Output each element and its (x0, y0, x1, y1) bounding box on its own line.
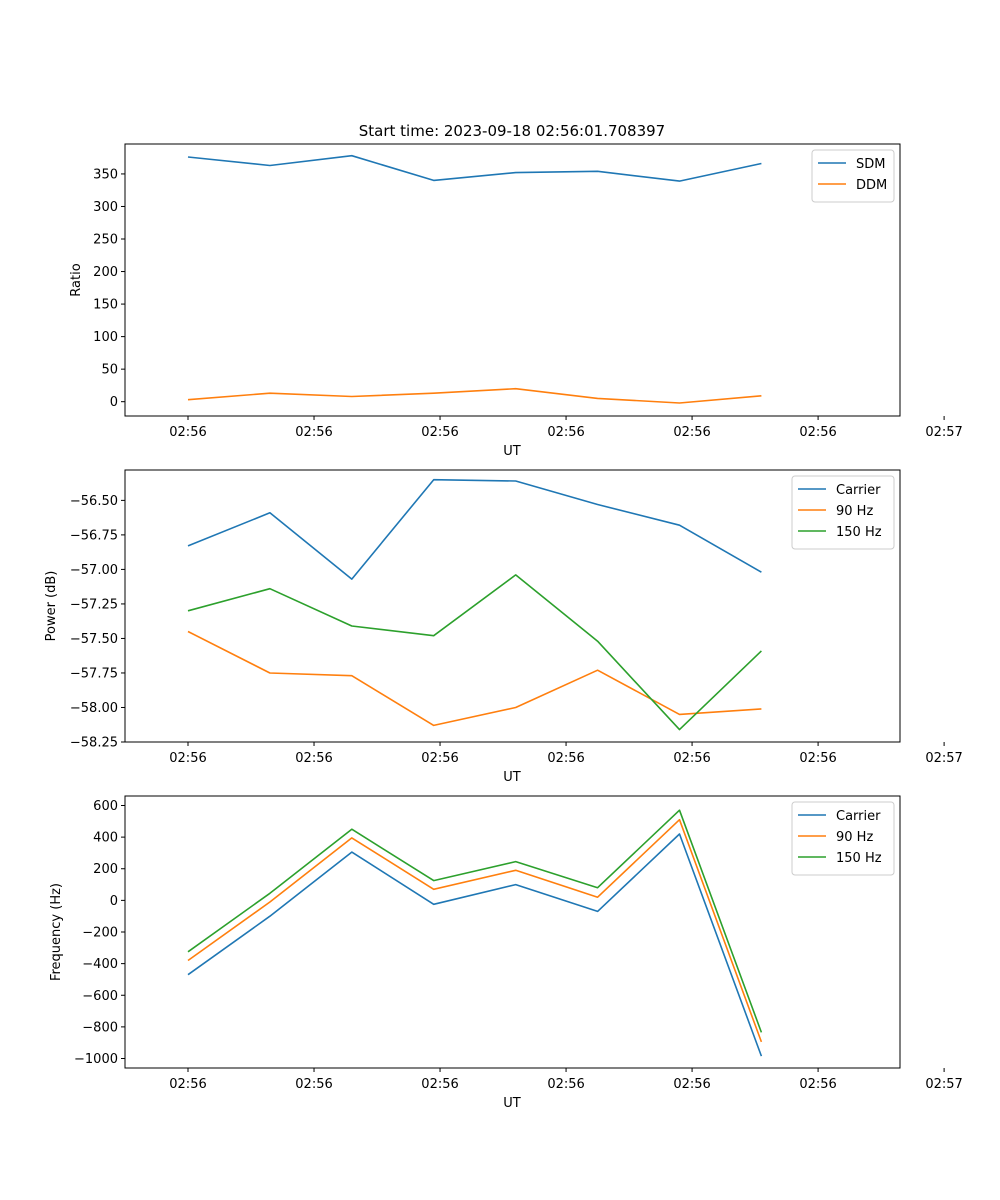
panel-1-x-axis-label: UT (503, 770, 521, 785)
panel-1-y-tick-label: −57.25 (70, 597, 118, 612)
panel-1-series-line-2 (187, 574, 762, 731)
panel-1-legend-label-1: 90 Hz (836, 504, 873, 519)
panel-1-y-tick-label: −56.75 (70, 528, 118, 543)
panel-1-axes-frame (124, 469, 901, 743)
panel-0-x-tick-label: 02:57 (925, 425, 962, 440)
panel-1-x-tick-label: 02:56 (421, 751, 458, 766)
panel-1-y-axis-label: Power (dB) (44, 571, 59, 642)
panel-0-y-tick-label: 100 (93, 330, 118, 345)
panel-2-y-tick-label: 600 (93, 799, 118, 814)
panel-0-y-tick-label: 200 (93, 265, 118, 280)
panel-2-x-tick-label: 02:56 (673, 1077, 710, 1092)
panel-1-series-line-0 (187, 478, 762, 580)
panel-0-y-tick-label: 50 (101, 363, 118, 378)
panel-0-axes-frame (124, 143, 901, 417)
frequency-panel: 02:56 02:56 02:56 02:56 02:56 02:56 02:57 −1000… (49, 795, 963, 1111)
panel-2-x-tick-label: 02:56 (169, 1077, 206, 1092)
panel-1-x-tick-label: 02:56 (169, 751, 206, 766)
panel-0-series-line-1 (187, 387, 762, 404)
panel-0-x-tick-label: 02:56 (169, 425, 206, 440)
panel-2-y-tick-label: −800 (82, 1020, 118, 1035)
panel-1-y-tick-label: −58.25 (70, 736, 118, 751)
panel-1-x-tick-label: 02:56 (799, 751, 836, 766)
panel-0-x-tick-label: 02:56 (673, 425, 710, 440)
panel-1-y-tick-label: −57.75 (70, 666, 118, 681)
panel-2-y-tick-label: 0 (110, 894, 118, 909)
panel-1-y-tick-label: −57.00 (70, 563, 118, 578)
panel-2-x-tick-label: 02:56 (547, 1077, 584, 1092)
panel-2-legend-label-0: Carrier (836, 809, 881, 824)
panel-1-x-tick-label: 02:56 (295, 751, 332, 766)
panel-0-x-tick-label: 02:56 (421, 425, 458, 440)
panel-2-y-tick-label: −1000 (74, 1052, 118, 1067)
panel-2-legend-label-2: 150 Hz (836, 851, 882, 866)
panel-2-y-axis-label: Frequency (Hz) (49, 883, 64, 981)
panel-2-series-line-1 (187, 818, 763, 1043)
panel-2-x-axis-label: UT (503, 1096, 521, 1111)
panel-0-y-tick-label: 350 (93, 167, 118, 182)
panel-2-y-tick-label: −600 (82, 989, 118, 1004)
panel-2-x-tick-label: 02:56 (421, 1077, 458, 1092)
panel-0-legend-label-1: DDM (856, 178, 887, 193)
panel-1-x-tick-label: 02:56 (547, 751, 584, 766)
panel-0-x-tick-label: 02:56 (547, 425, 584, 440)
panel-2-y-tick-label: 400 (93, 831, 118, 846)
panel-1-legend-label-0: Carrier (836, 483, 881, 498)
chart-title: Start time: 2023-09-18 02:56:01.708397 (359, 122, 665, 140)
panel-0-y-tick-label: 150 (93, 298, 118, 313)
panel-0-x-tick-label: 02:56 (799, 425, 836, 440)
power-panel: 02:56 02:56 02:56 02:56 02:56 02:56 02:57 −58.2… (44, 469, 963, 785)
panel-0-x-tick-label: 02:56 (295, 425, 332, 440)
panel-2-series-line-0 (187, 833, 763, 1057)
panel-2-y-tick-label: −200 (82, 926, 118, 941)
panel-2-legend-label-1: 90 Hz (836, 830, 873, 845)
panel-2-y-tick-label: 200 (93, 862, 118, 877)
panel-1-y-tick-label: −58.00 (70, 701, 118, 716)
panel-2-series-line-2 (187, 809, 763, 1033)
panel-0-y-tick-label: 300 (93, 200, 118, 215)
panel-1-y-tick-label: −57.50 (70, 632, 118, 647)
panel-1-x-tick-label: 02:56 (673, 751, 710, 766)
panel-0-y-axis-label: Ratio (69, 263, 84, 296)
panel-1-y-tick-label: −56.50 (70, 494, 118, 509)
panel-2-x-tick-label: 02:57 (925, 1077, 962, 1092)
panel-2-x-tick-label: 02:56 (799, 1077, 836, 1092)
ratio-panel: 02:56 02:56 02:56 02:56 02:56 02:56 02:57 0 50 10… (69, 143, 963, 459)
panel-0-x-axis-label: UT (503, 444, 521, 459)
panel-0-y-tick-label: 250 (93, 233, 118, 248)
panel-1-x-tick-label: 02:57 (925, 751, 962, 766)
panel-1-series-line-1 (187, 630, 762, 727)
panel-2-x-tick-label: 02:56 (295, 1077, 332, 1092)
panel-1-legend-label-2: 150 Hz (836, 525, 882, 540)
panel-0-legend-label-0: SDM (856, 157, 885, 172)
panel-2-y-tick-label: −400 (82, 957, 118, 972)
panel-0-series-line-0 (187, 154, 762, 182)
panel-0-y-tick-label: 0 (110, 395, 118, 410)
